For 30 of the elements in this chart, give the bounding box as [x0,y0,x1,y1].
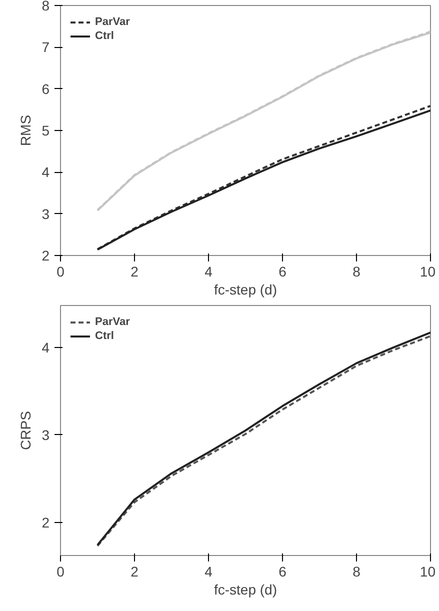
x-axis-title: fc-step (d) [214,582,278,598]
y-tick-label: 2 [42,514,50,530]
y-tick-label: 8 [42,0,50,14]
y-tick-label: 3 [42,206,50,222]
y-tick-label: 3 [42,426,50,443]
y-tick-label: 2 [42,248,50,264]
legend-label: ParVar [95,315,130,329]
legend-label: ParVar [95,15,130,29]
legend-label: Ctrl [95,329,115,343]
x-tick-label: 0 [56,564,65,580]
x-tick-label: 10 [420,264,436,280]
y-axis-title: RMS [18,114,34,146]
y-tick-label: 5 [42,122,50,138]
x-tick-label: 8 [352,264,361,280]
x-tick-label: 4 [204,264,213,280]
y-tick-label: 7 [42,39,50,56]
x-axis-title: fc-step (d) [214,282,278,298]
x-tick-label: 8 [352,564,361,580]
x-tick-label: 6 [278,564,287,580]
legend-label: Ctrl [95,29,115,43]
x-tick-label: 4 [204,564,213,580]
y-tick-label: 6 [42,80,50,97]
x-tick-label: 2 [130,264,139,280]
x-tick-label: 6 [278,264,287,280]
x-tick-label: 0 [56,264,65,280]
x-tick-label: 10 [420,564,436,580]
y-axis-title: CRPS [18,411,34,450]
y-tick-label: 4 [42,164,50,180]
y-tick-label: 4 [42,339,50,356]
x-tick-label: 2 [130,564,139,580]
